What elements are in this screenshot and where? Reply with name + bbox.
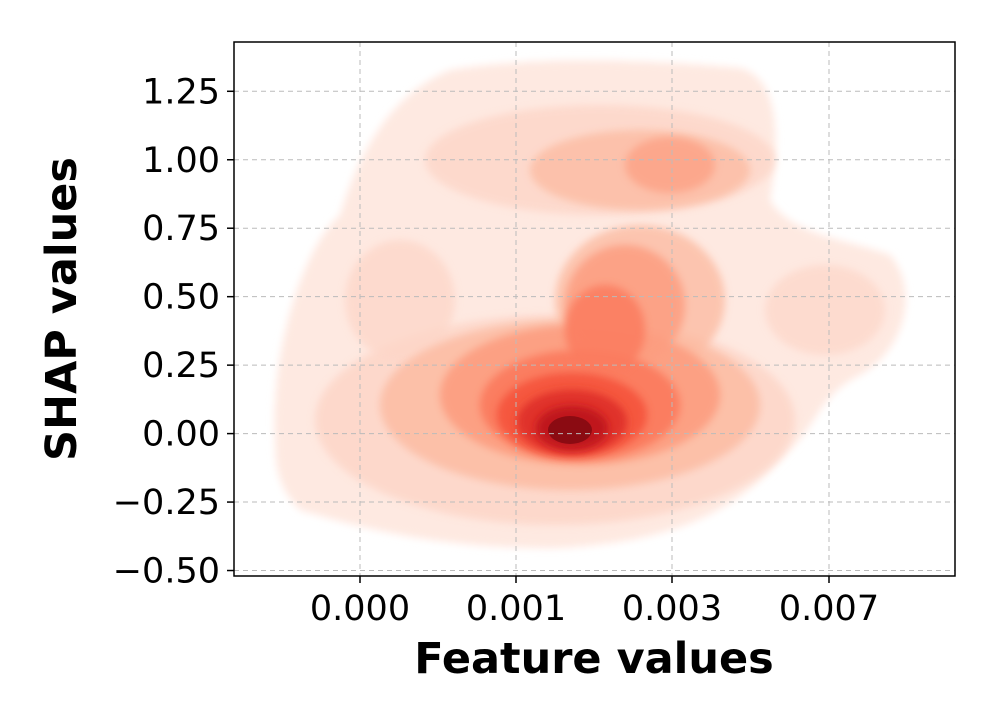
x-axis-ticks: 0.000 0.001 0.003 0.007 xyxy=(310,576,879,629)
grid-lines xyxy=(234,42,955,576)
y-tick-label: −0.25 xyxy=(113,483,220,523)
y-tick-label: 0.75 xyxy=(142,209,220,249)
y-axis-ticks: 1.25 1.00 0.75 0.50 0.25 0.00 −0.25 −0.50 xyxy=(113,72,234,592)
x-tick-label: 0.000 xyxy=(310,589,410,629)
x-tick-label: 0.007 xyxy=(779,589,879,629)
plot-frame xyxy=(233,41,956,577)
y-tick-label: 1.00 xyxy=(142,141,220,181)
x-tick-label: 0.003 xyxy=(622,589,722,629)
density-peak xyxy=(548,416,592,444)
x-axis-label: Feature values xyxy=(414,634,773,684)
density-left-bump xyxy=(345,240,455,360)
density-right-bump xyxy=(765,265,885,355)
density-ridge-level-4 xyxy=(565,285,645,375)
density-upper-peak xyxy=(625,137,715,193)
y-tick-label: 0.25 xyxy=(142,346,220,386)
x-tick-label: 0.001 xyxy=(466,589,566,629)
y-tick-label: −0.50 xyxy=(113,552,220,592)
y-tick-label: 0.50 xyxy=(142,278,220,318)
y-axis-label: SHAP values xyxy=(37,157,87,461)
density-contours xyxy=(274,60,906,549)
y-tick-label: 0.00 xyxy=(142,415,220,455)
y-tick-label: 1.25 xyxy=(142,72,220,112)
